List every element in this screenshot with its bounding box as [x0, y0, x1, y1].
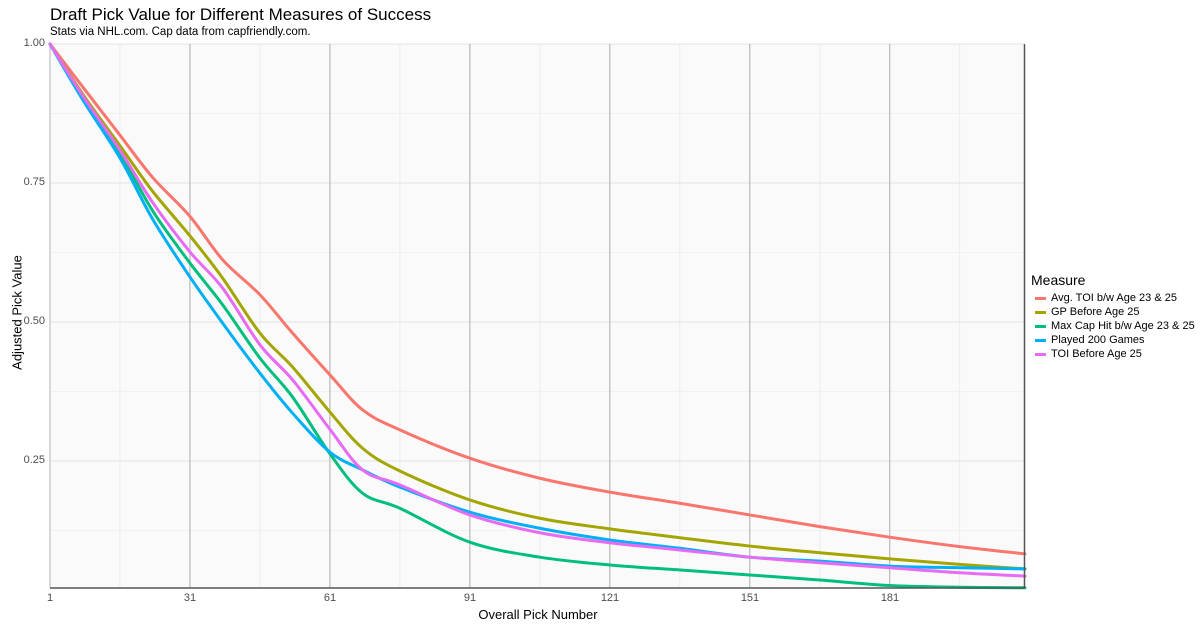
data-series [48, 42, 1027, 590]
legend-key-swatch [1035, 324, 1046, 328]
legend-item-label: GP Before Age 25 [1051, 306, 1140, 318]
y-tick-label: 0.75 [23, 176, 45, 188]
legend-item-toi-before-25: TOI Before Age 25 [1031, 347, 1195, 361]
x-tick-label: 31 [183, 592, 197, 604]
legend-key-swatch [1035, 310, 1046, 314]
y-tick-label: 0.50 [23, 315, 45, 327]
major-gridlines [49, 43, 1025, 588]
x-tick-label: 1 [46, 592, 54, 604]
series-line [48, 42, 1027, 571]
x-tick-label: 61 [323, 592, 337, 604]
y-tick-label: 1.00 [23, 37, 45, 49]
legend-item-gp: GP Before Age 25 [1031, 305, 1195, 319]
plot-panel [50, 44, 1025, 588]
legend-title: Measure [1031, 272, 1086, 288]
x-tick-label: 121 [600, 592, 620, 604]
x-tick-label: 91 [463, 592, 477, 604]
x-tick-label: 181 [880, 592, 900, 604]
legend-item-label: TOI Before Age 25 [1051, 348, 1142, 360]
chart-title: Draft Pick Value for Different Measures … [50, 5, 432, 24]
legend-key-swatch [1035, 352, 1046, 356]
legend: Measure Avg. TOI b/w Age 23 & 25 GP Befo… [1031, 272, 1195, 361]
legend-item-label: Avg. TOI b/w Age 23 & 25 [1051, 292, 1177, 304]
legend-item-label: Max Cap Hit b/w Age 23 & 25 [1051, 320, 1195, 332]
series-line [48, 42, 1027, 578]
y-axis-title: Adjusted Pick Value [9, 255, 25, 370]
legend-item-played-200: Played 200 Games [1031, 333, 1195, 347]
legend-key-swatch [1035, 338, 1046, 342]
legend-key-swatch [1035, 296, 1046, 300]
x-axis-title: Overall Pick Number [478, 607, 598, 622]
legend-item-label: Played 200 Games [1051, 334, 1145, 346]
series-line [48, 42, 1027, 571]
minor-gridlines [50, 44, 1025, 588]
series-line [48, 42, 1027, 590]
x-tick-label: 151 [740, 592, 760, 604]
series-line [48, 42, 1027, 556]
chart-subtitle: Stats via NHL.com. Cap data from capfrie… [50, 26, 311, 38]
legend-item-avg-toi: Avg. TOI b/w Age 23 & 25 [1031, 291, 1195, 305]
y-tick-label: 0.25 [23, 454, 45, 466]
legend-item-max-cap-hit: Max Cap Hit b/w Age 23 & 25 [1031, 319, 1195, 333]
